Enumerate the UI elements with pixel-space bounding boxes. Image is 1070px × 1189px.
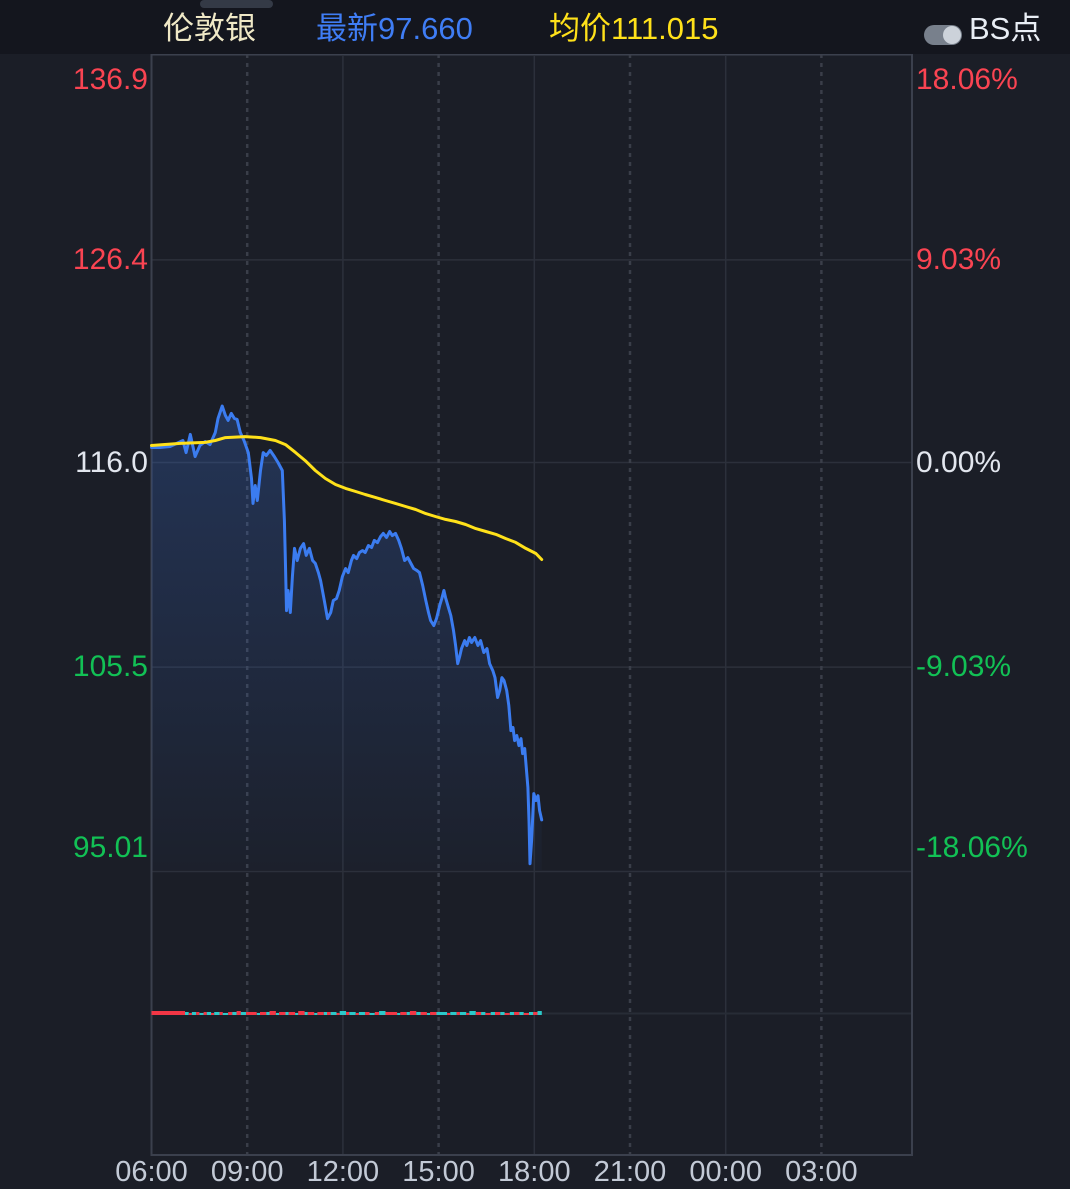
x-axis-time-label: 15:00 [402, 1156, 475, 1188]
average-price-line [150, 435, 544, 561]
y-axis-percent-label: -9.03% [916, 650, 1012, 684]
top-scrollbar-thumb[interactable] [200, 0, 273, 8]
x-axis-time-label: 03:00 [785, 1156, 858, 1188]
x-axis-time-label: 18:00 [498, 1156, 571, 1188]
y-axis-percent-label: 18.06% [916, 63, 1018, 96]
y-axis-percent-label: 0.00% [916, 445, 1002, 479]
x-axis-time-label: 12:00 [306, 1156, 380, 1188]
latest-price-text: 最新97.660 [316, 11, 473, 46]
toggle-knob-icon [943, 26, 961, 44]
price-line [150, 404, 544, 866]
y-axis-price-label: 95.01 [72, 831, 148, 864]
x-axis-time-label: 09:00 [210, 1156, 284, 1188]
x-axis-time-label: 00:00 [689, 1156, 762, 1188]
y-axis-percent-label: -18.06% [916, 831, 1028, 864]
y-axis-price-label: 105.5 [72, 650, 148, 684]
toggle-track-icon [924, 25, 962, 45]
volume-strip [151, 1011, 542, 1015]
average-price-text: 均价111.015 [549, 11, 719, 46]
bs-points-label: BS点 [969, 11, 1042, 46]
price-area-fill [151, 406, 542, 870]
x-axis-time-label: 06:00 [115, 1156, 188, 1188]
x-axis-time-label: 21:00 [593, 1156, 667, 1188]
y-axis-price-label: 116.0 [75, 445, 148, 479]
header-bar: 伦敦银 最新97.660 均价111.015 BS点 [0, 0, 1070, 54]
y-axis-price-label: 136.9 [72, 63, 148, 96]
instrument-title: 伦敦银 [163, 11, 256, 46]
y-axis-price-label: 126.4 [72, 242, 148, 276]
y-axis-percent-label: 9.03% [916, 242, 1002, 276]
